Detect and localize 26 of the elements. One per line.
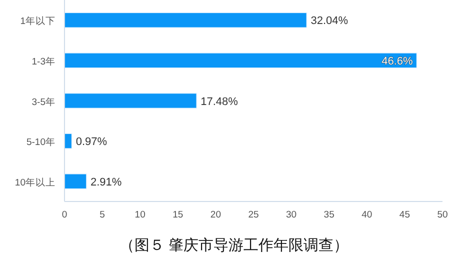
x-tick-label: 25 xyxy=(248,210,259,220)
y-tick-label: 5-10年 xyxy=(26,136,56,148)
y-tick-label: 3-5年 xyxy=(32,96,56,108)
x-tick-label: 10 xyxy=(134,210,146,220)
data-label: 0.97% xyxy=(76,136,108,148)
x-tick-label: 35 xyxy=(324,210,334,220)
x-tick-label: 30 xyxy=(286,210,297,220)
x-tick-label: 40 xyxy=(362,210,372,220)
bar xyxy=(64,92,198,109)
x-tick-label: 15 xyxy=(172,210,184,220)
text: （图５ 肇庆市导游工作年限调查） xyxy=(119,237,349,254)
x-tick-label: 50 xyxy=(437,210,448,220)
data-label: 17.48% xyxy=(200,96,238,108)
data-label: 46.6% xyxy=(382,55,413,68)
x-tick-label: 45 xyxy=(399,210,410,220)
y-tick-label: 10年以上 xyxy=(14,176,56,188)
bar xyxy=(64,52,418,68)
bar xyxy=(64,173,87,190)
bar xyxy=(64,12,308,28)
y-tick-label: 1-3年 xyxy=(32,55,56,68)
x-tick-label: 20 xyxy=(210,210,221,220)
x-tick-label: 5 xyxy=(100,210,105,220)
x-tick-label: 0 xyxy=(62,210,68,220)
y-tick-label: 1年以下 xyxy=(20,15,56,28)
data-label: 32.04% xyxy=(310,15,348,28)
data-label: 2.91% xyxy=(90,176,122,188)
